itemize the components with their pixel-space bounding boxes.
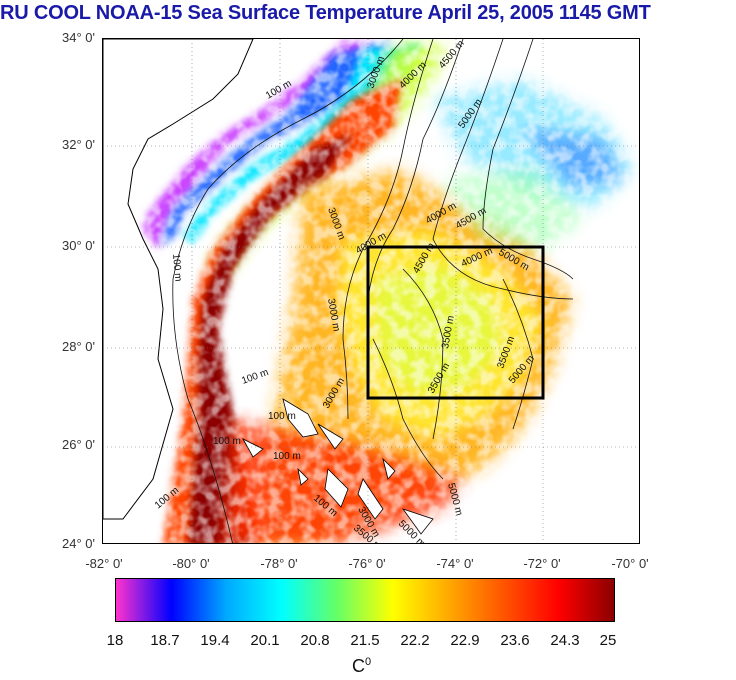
colorbar-tick: 19.4 [200, 632, 230, 649]
colorbar-tick: 18.7 [150, 632, 180, 649]
bathymetry-contours [172, 39, 574, 543]
colorbar-tick: 18 [106, 632, 124, 649]
lon-label-70: -70° 0' [611, 556, 649, 571]
contour-label: 100 m [170, 253, 183, 282]
sst-map-image: 100 m 100 m 100 m 100 m 100 m 100 m 100 … [103, 39, 639, 543]
sst-map: 100 m 100 m 100 m 100 m 100 m 100 m 100 … [102, 38, 640, 544]
colorbar-tick: 25 [599, 632, 617, 649]
unit-base: C [352, 656, 365, 676]
study-box [366, 245, 545, 400]
lon-label-74: -74° 0' [436, 556, 474, 571]
contour-label: 100 m [268, 411, 296, 422]
lat-label-32: 32° 0' [62, 137, 95, 152]
colorbar-tick: 24.3 [550, 632, 580, 649]
lon-label-72: -72° 0' [523, 556, 561, 571]
lon-label-82: -82° 0' [85, 556, 123, 571]
colorbar-tick: 20.8 [300, 632, 330, 649]
colorbar-unit: C0 [352, 656, 371, 677]
lat-label-34: 34° 0' [62, 30, 95, 45]
bahamas-islands [242, 398, 434, 535]
lon-label-80: -80° 0' [172, 556, 210, 571]
colorbar [115, 578, 615, 622]
lon-label-78: -78° 0' [260, 556, 298, 571]
land-florida [103, 39, 254, 520]
colorbar-tick: 20.1 [250, 632, 280, 649]
lat-label-26: 26° 0' [62, 437, 95, 452]
lat-label-28: 28° 0' [62, 339, 95, 354]
colorbar-tick: 22.9 [450, 632, 480, 649]
colorbar-tick: 21.5 [350, 632, 380, 649]
lon-label-76: -76° 0' [348, 556, 386, 571]
map-title: RU COOL NOAA-15 Sea Surface Temperature … [0, 2, 651, 24]
unit-sup: 0 [365, 656, 372, 668]
colorbar-tick: 22.2 [400, 632, 430, 649]
contour-label: 100 m [273, 451, 301, 462]
sst-field [103, 39, 639, 543]
contour-label: 100 m [213, 436, 241, 447]
colorbar-tick: 23.6 [500, 632, 530, 649]
lat-label-30: 30° 0' [62, 238, 95, 253]
lat-label-24: 24° 0' [62, 536, 95, 551]
